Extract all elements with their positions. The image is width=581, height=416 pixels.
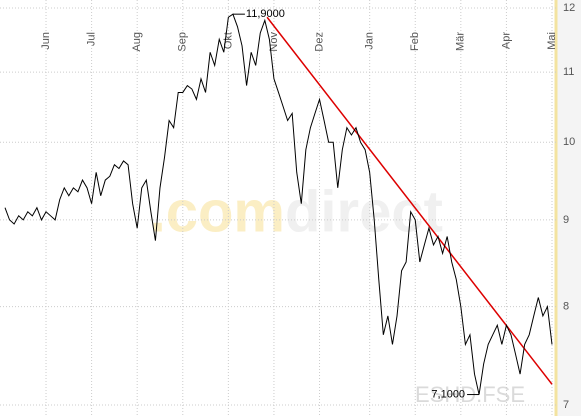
x-tick-label: Dez [313, 32, 325, 52]
y-tick-label: 10 [563, 136, 575, 148]
trendline [266, 16, 553, 385]
annotation-label: 7,1000 [431, 388, 465, 400]
y-tick-label: 11 [563, 66, 574, 78]
x-tick-label: Apr [500, 32, 512, 49]
y-tick-label: 12 [563, 2, 575, 14]
x-tick-label: Aug [131, 32, 143, 52]
y-tick-label: 7 [563, 399, 569, 411]
x-tick-label: Feb [409, 32, 421, 51]
watermark-direct: direct [285, 179, 443, 244]
price-line [4, 13, 553, 395]
watermark-com: .com [150, 179, 285, 244]
y-tick-label: 9 [563, 214, 569, 226]
x-tick-label: Nov [268, 32, 280, 52]
x-tick-label: Mai [546, 32, 558, 50]
y-tick-label: 8 [563, 301, 569, 313]
x-tick-label: Jan [364, 32, 376, 50]
axis-strip [556, 0, 581, 416]
x-tick-label: Jun [40, 32, 52, 50]
annotation-label: 11,9000 [246, 8, 285, 20]
x-tick-label: Jul [86, 32, 98, 46]
x-tick-label: Mär [455, 32, 467, 51]
x-tick-label: Sep [177, 32, 189, 52]
